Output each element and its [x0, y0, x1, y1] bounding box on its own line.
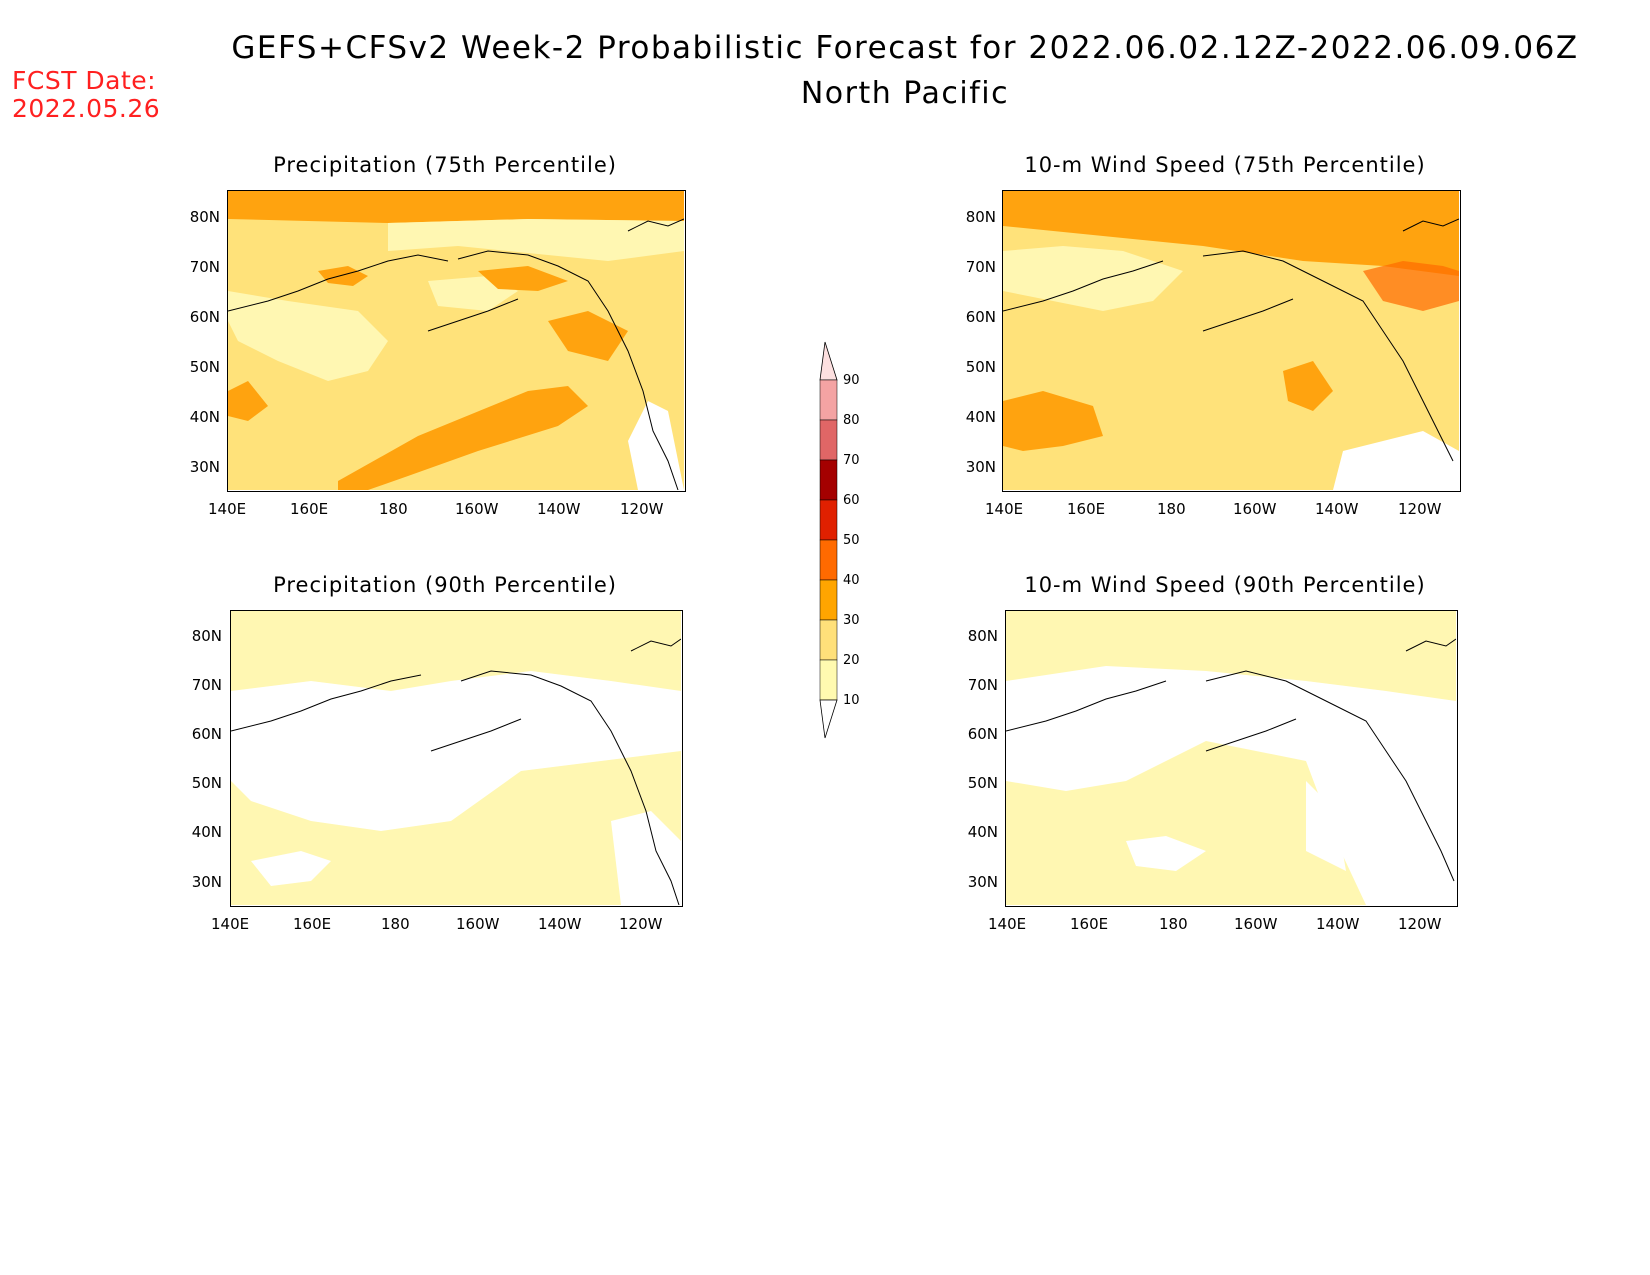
- legend-label: 70: [843, 453, 860, 468]
- precip75-xtick: 160E: [290, 500, 329, 518]
- map-wind90: [1005, 610, 1458, 907]
- wind75-xtick: 160W: [1233, 500, 1277, 518]
- map-wind75-svg: [1003, 191, 1459, 490]
- wind75-xtick: 140E: [985, 500, 1024, 518]
- main-title: GEFS+CFSv2 Week-2 Probabilistic Forecast…: [231, 30, 1579, 66]
- wind90-ytick: 80N: [967, 627, 998, 645]
- wind90-xtick: 180: [1159, 915, 1188, 933]
- wind75-xtick: 180: [1157, 500, 1186, 518]
- wind90-ytick: 70N: [967, 676, 998, 694]
- legend-label: 20: [843, 653, 860, 668]
- color-legend: [817, 340, 877, 740]
- precip90-ytick: 80N: [191, 627, 222, 645]
- wind75-ytick: 60N: [965, 308, 996, 326]
- map-precip75-svg: [228, 191, 684, 490]
- fcst-date-value: 2022.05.26: [12, 94, 161, 123]
- precip75-xtick: 120W: [620, 500, 664, 518]
- wind90-xtick: 140W: [1316, 915, 1360, 933]
- panel-title-precip75: Precipitation (75th Percentile): [273, 153, 617, 177]
- precip90-ytick: 70N: [191, 676, 222, 694]
- subtitle: North Pacific: [800, 76, 1010, 111]
- wind90-ytick: 50N: [967, 774, 998, 792]
- wind75-ytick: 80N: [965, 208, 996, 226]
- precip90-ytick: 30N: [191, 873, 222, 891]
- wind90-ytick: 30N: [967, 873, 998, 891]
- legend-label: 10: [843, 693, 860, 708]
- wind90-xtick: 160E: [1070, 915, 1109, 933]
- precip75-ytick: 70N: [189, 258, 220, 276]
- precip75-ytick: 40N: [189, 408, 220, 426]
- precip75-xtick: 160W: [455, 500, 499, 518]
- precip90-ytick: 50N: [191, 774, 222, 792]
- map-precip75: [227, 190, 686, 492]
- color-legend-svg: [819, 341, 838, 739]
- map-precip90-svg: [231, 611, 681, 905]
- legend-label: 80: [843, 413, 860, 428]
- precip90-xtick: 160E: [293, 915, 332, 933]
- legend-label: 90: [843, 373, 860, 388]
- precip75-ytick: 80N: [189, 208, 220, 226]
- map-precip90: [230, 610, 683, 907]
- precip75-ytick: 60N: [189, 308, 220, 326]
- wind75-ytick: 50N: [965, 358, 996, 376]
- precip75-ytick: 30N: [189, 458, 220, 476]
- wind75-ytick: 30N: [965, 458, 996, 476]
- precip90-xtick: 160W: [456, 915, 500, 933]
- legend-label: 30: [843, 613, 860, 628]
- precip90-ytick: 40N: [191, 823, 222, 841]
- legend-label: 40: [843, 573, 860, 588]
- precip90-xtick: 180: [381, 915, 410, 933]
- panel-title-wind90: 10-m Wind Speed (90th Percentile): [1024, 573, 1426, 597]
- precip75-xtick: 140E: [208, 500, 247, 518]
- wind75-xtick: 160E: [1067, 500, 1106, 518]
- precip75-xtick: 140W: [537, 500, 581, 518]
- precip90-xtick: 140E: [211, 915, 250, 933]
- wind90-xtick: 140E: [988, 915, 1027, 933]
- map-wind90-svg: [1006, 611, 1456, 905]
- wind75-ytick: 40N: [965, 408, 996, 426]
- panel-title-precip90: Precipitation (90th Percentile): [273, 573, 617, 597]
- precip90-xtick: 120W: [619, 915, 663, 933]
- fcst-date-label: FCST Date:: [12, 66, 157, 95]
- wind90-xtick: 120W: [1398, 915, 1442, 933]
- wind90-ytick: 40N: [967, 823, 998, 841]
- wind75-xtick: 120W: [1398, 500, 1442, 518]
- precip75-xtick: 180: [379, 500, 408, 518]
- map-wind75: [1002, 190, 1461, 492]
- wind75-ytick: 70N: [965, 258, 996, 276]
- precip90-xtick: 140W: [538, 915, 582, 933]
- precip75-ytick: 50N: [189, 358, 220, 376]
- precip90-ytick: 60N: [191, 725, 222, 743]
- legend-label: 50: [843, 533, 860, 548]
- wind90-ytick: 60N: [967, 725, 998, 743]
- legend-label: 60: [843, 493, 860, 508]
- wind75-xtick: 140W: [1315, 500, 1359, 518]
- wind90-xtick: 160W: [1234, 915, 1278, 933]
- panel-title-wind75: 10-m Wind Speed (75th Percentile): [1024, 153, 1426, 177]
